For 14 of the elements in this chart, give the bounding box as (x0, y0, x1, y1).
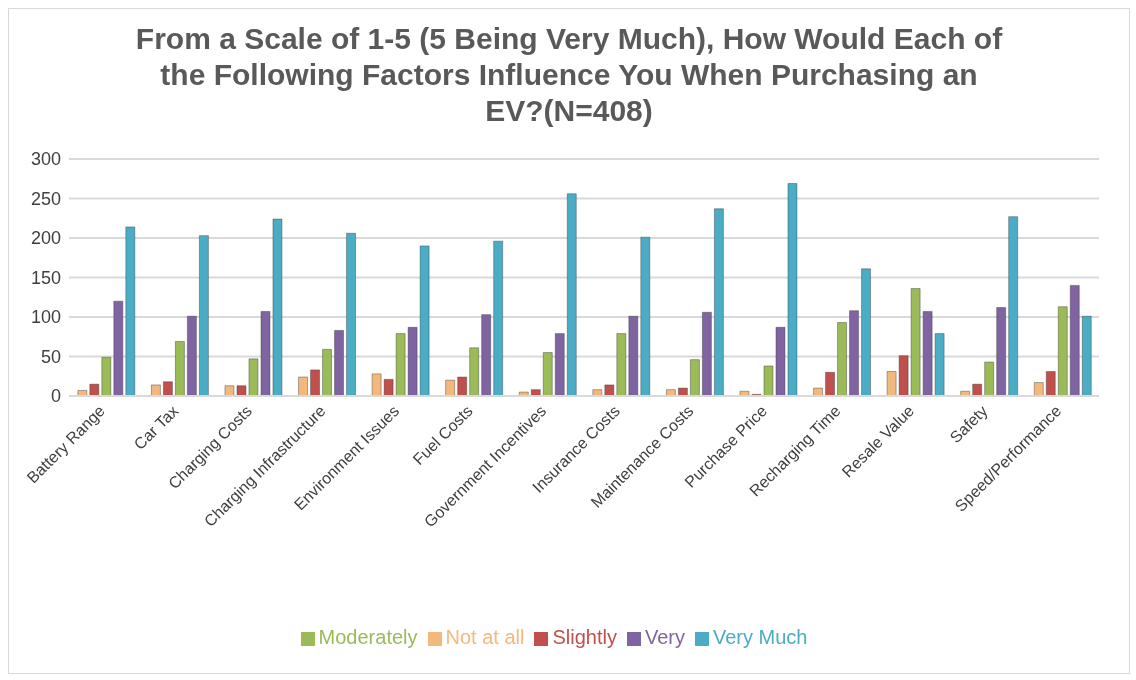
y-tick-label: 150 (30, 267, 61, 288)
x-tick-label: Car Tax (130, 402, 182, 453)
y-tick-label: 50 (40, 346, 61, 367)
legend-label: Moderately (318, 626, 418, 648)
legend-label: Very (644, 626, 685, 648)
y-tick-label: 100 (30, 307, 61, 328)
y-tick-label: 200 (30, 228, 61, 249)
y-tick-label: 0 (50, 386, 61, 407)
y-tick-label: 250 (30, 188, 61, 209)
legend-label: Not at all (445, 626, 525, 648)
chart-title: From a Scale of 1-5 (5 Being Very Much), How Would Each of the Following Factors Influence You When Purchasing an EV?(N=408) (134, 21, 1004, 129)
y-tick-label: 300 (30, 149, 61, 170)
legend-label: Very Much (712, 626, 808, 648)
legend-label: Slightly (552, 626, 617, 648)
